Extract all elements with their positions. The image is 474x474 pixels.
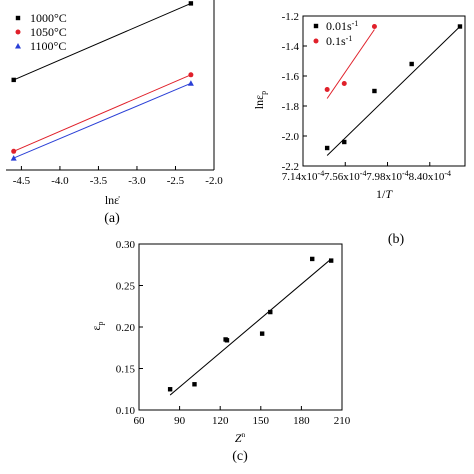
fit-line bbox=[13, 82, 192, 159]
data-point bbox=[188, 72, 194, 78]
x-tick-label: -2.5 bbox=[167, 175, 185, 187]
legend-marker bbox=[313, 23, 319, 29]
x-tick-label: -4.5 bbox=[13, 175, 31, 187]
fit-line bbox=[326, 29, 375, 99]
data-point bbox=[341, 81, 347, 86]
y-tick-label: -2.2 bbox=[282, 161, 299, 173]
y-axis-label: lnεp bbox=[252, 91, 268, 109]
data-point bbox=[342, 139, 347, 145]
y-tick-label: 0.10 bbox=[116, 405, 136, 417]
y-tick-label: -2.0 bbox=[282, 131, 300, 143]
panel-label: (a) bbox=[104, 211, 120, 226]
fit-line bbox=[169, 258, 332, 396]
legend-marker bbox=[15, 43, 21, 49]
legend-label: 1050°C bbox=[30, 25, 67, 39]
chart-panel-3: 60 90 120 150 180 210 0.10 0.15 0.20 0.25 0.30 Zn εp… bbox=[89, 239, 351, 464]
x-tick-label: 8.40x10-4 bbox=[409, 169, 451, 183]
series-1 bbox=[324, 24, 463, 156]
legend-label: 0.1s-1 bbox=[326, 34, 352, 48]
x-axis-label: lnε̇ bbox=[105, 193, 120, 207]
data-point bbox=[259, 331, 265, 336]
legend-marker bbox=[15, 29, 21, 35]
x-axis-label: 1/T bbox=[376, 187, 393, 201]
series-3 bbox=[10, 80, 194, 161]
y-tick-label: -1.8 bbox=[282, 101, 300, 113]
y-tick-label: 0.25 bbox=[116, 281, 136, 293]
data-point bbox=[192, 382, 197, 387]
data-point bbox=[328, 258, 334, 263]
data-point bbox=[371, 24, 377, 29]
legend-marker bbox=[15, 15, 21, 21]
series-2 bbox=[324, 24, 377, 99]
legend-label: 1100°C bbox=[30, 39, 66, 53]
x-tick-label: 90 bbox=[174, 415, 186, 427]
y-tick-label: -1.6 bbox=[282, 71, 300, 83]
x-tick-label: 120 bbox=[212, 415, 229, 427]
panel-label: (b) bbox=[388, 232, 405, 247]
x-tick-label: 7.14x10-4 bbox=[282, 169, 324, 183]
x-tick-label: 7.56x10-4 bbox=[324, 169, 366, 183]
data-point bbox=[457, 24, 463, 29]
data-point bbox=[324, 87, 330, 92]
y-tick-label: 0.20 bbox=[116, 322, 136, 334]
legend-label: 1000°C bbox=[30, 11, 67, 25]
x-tick-label: 180 bbox=[293, 415, 310, 427]
plot-frame bbox=[302, 15, 466, 167]
x-tick-label: -3.0 bbox=[128, 175, 146, 187]
data-point bbox=[11, 148, 17, 154]
y-tick-label: -1.4 bbox=[282, 41, 300, 53]
x-tick-label: -4.0 bbox=[51, 175, 69, 187]
data-point bbox=[409, 61, 414, 67]
data-point bbox=[188, 1, 194, 6]
x-tick-label: -3.5 bbox=[90, 175, 108, 187]
data-point bbox=[167, 387, 173, 392]
data-point bbox=[372, 88, 377, 94]
y-axis-label: εp bbox=[89, 321, 105, 330]
series-1 bbox=[11, 1, 194, 83]
y-tick-label: 0.15 bbox=[116, 364, 136, 376]
fit-line bbox=[326, 26, 461, 156]
data-point bbox=[324, 145, 330, 151]
x-tick-label: -2.0 bbox=[205, 175, 223, 187]
data-point bbox=[224, 338, 230, 343]
data-point bbox=[310, 256, 315, 262]
x-tick-label: 150 bbox=[253, 415, 270, 427]
data-point bbox=[10, 155, 17, 161]
x-tick-label: 7.98x10-4 bbox=[366, 169, 408, 183]
series-2 bbox=[11, 72, 194, 154]
legend-marker bbox=[313, 38, 319, 44]
data-point bbox=[268, 309, 273, 315]
x-tick-label: 210 bbox=[334, 415, 351, 427]
plot-frame bbox=[138, 243, 343, 411]
y-tick-label: 0.30 bbox=[116, 239, 136, 251]
x-tick-label: 60 bbox=[134, 415, 146, 427]
legend-label: 0.01s-1 bbox=[326, 19, 358, 33]
fit-line bbox=[13, 2, 192, 81]
x-axis-label: Zn bbox=[235, 431, 246, 445]
panel-label: (c) bbox=[232, 449, 248, 464]
y-tick-label: -1.2 bbox=[282, 11, 299, 23]
data-point bbox=[11, 77, 16, 83]
data-point bbox=[187, 80, 194, 86]
chart-panel-2: 7.14x10-4 7.56x10-4 7.98x10-4 8.40x10-4 -1.2… bbox=[252, 11, 466, 247]
series-1 bbox=[167, 256, 334, 396]
fit-line bbox=[13, 74, 192, 152]
chart-panel-1: -4.5 -4.0 -3.5 -3.0 -2.5 -2.0 1000°C1050°C1100… bbox=[6, 0, 223, 226]
